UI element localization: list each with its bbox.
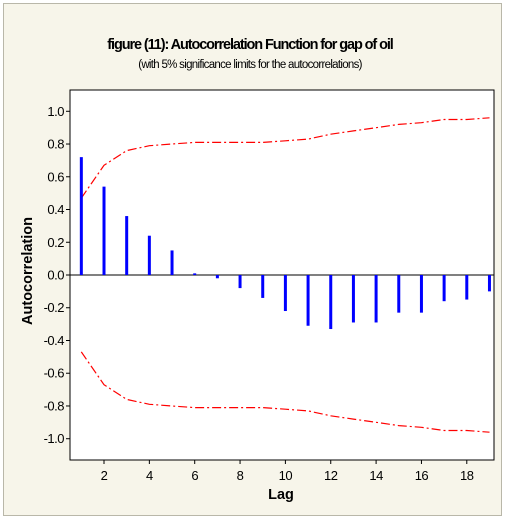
y-tick-label: -0.6 [44,366,65,381]
y-tick-label: 0.6 [47,169,64,184]
x-tick-label: 18 [460,468,474,483]
chart-title: figure (11): Autocorrelation Function fo… [107,37,392,53]
chart-subtitle: (with 5% significance limits for the aut… [138,59,362,71]
x-tick-label: 4 [146,468,153,483]
y-tick-label: -1.0 [44,431,65,446]
x-tick-label: 6 [191,468,198,483]
y-axis-label: Autocorrelation [20,217,36,325]
upper-significance-limit [80,117,490,199]
x-tick-label: 8 [237,468,244,483]
x-tick-label: 14 [369,468,383,483]
y-tick-label: 0.0 [47,268,64,283]
y-tick-label: 0.2 [47,235,64,250]
x-tick-label: 10 [279,468,293,483]
y-tick-label: 0.4 [47,202,64,217]
y-tick-label: 1.0 [47,104,64,119]
x-tick-label: 2 [101,468,108,483]
y-tick-label: -0.2 [44,300,65,315]
lower-significance-limit [80,351,490,433]
y-tick-label: -0.4 [44,333,65,348]
x-tick-label: 12 [324,468,338,483]
y-tick-label: 0.8 [47,137,64,152]
x-tick-label: 16 [415,468,429,483]
chart-frame: figure (11): Autocorrelation Function fo… [3,3,502,516]
y-tick-label: -0.8 [44,398,65,413]
x-axis-label: Lag [268,487,294,503]
acf-chart: figure (11): Autocorrelation Function fo… [20,37,495,503]
